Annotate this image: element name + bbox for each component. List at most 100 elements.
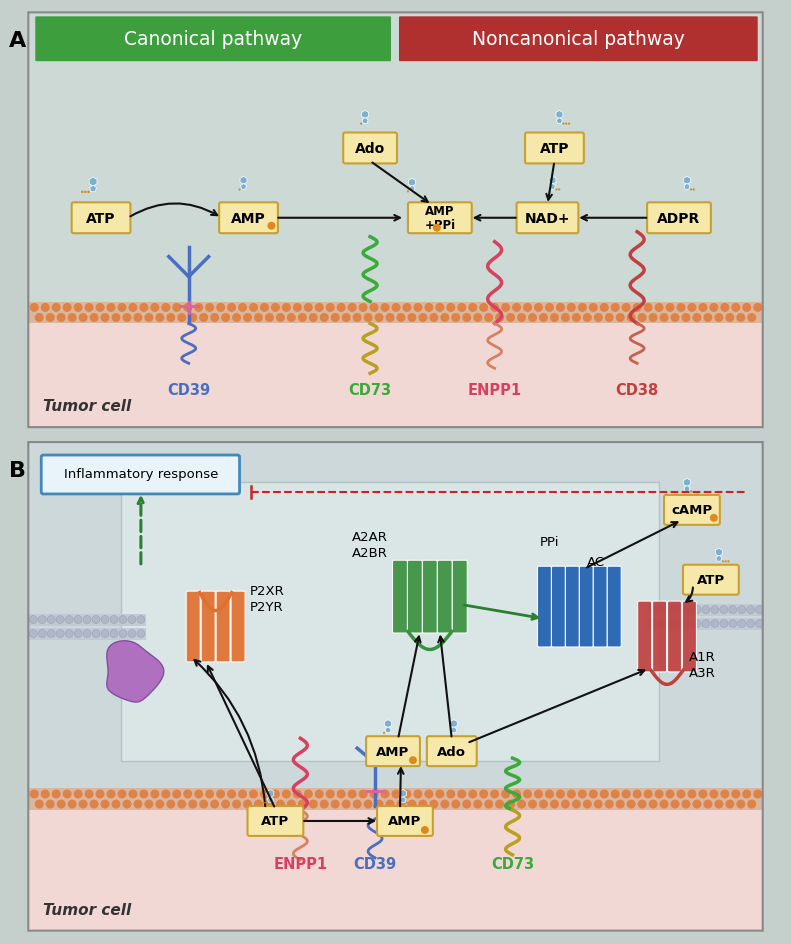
- Circle shape: [572, 313, 581, 323]
- Circle shape: [732, 790, 740, 799]
- Circle shape: [145, 313, 153, 323]
- Circle shape: [611, 790, 619, 799]
- Polygon shape: [550, 184, 555, 190]
- Circle shape: [484, 313, 493, 323]
- Circle shape: [671, 313, 679, 323]
- Circle shape: [56, 630, 64, 638]
- Circle shape: [567, 790, 576, 799]
- Circle shape: [331, 313, 339, 323]
- Circle shape: [119, 615, 127, 624]
- Circle shape: [210, 313, 219, 323]
- Text: ATP: ATP: [261, 815, 290, 828]
- Circle shape: [101, 615, 109, 624]
- Circle shape: [29, 630, 37, 638]
- Circle shape: [473, 313, 483, 323]
- Circle shape: [523, 790, 532, 799]
- Circle shape: [221, 313, 230, 323]
- Circle shape: [441, 800, 449, 809]
- Circle shape: [134, 313, 142, 323]
- Circle shape: [74, 790, 82, 799]
- Circle shape: [633, 790, 642, 799]
- Circle shape: [320, 800, 329, 809]
- Circle shape: [714, 313, 723, 323]
- FancyBboxPatch shape: [216, 592, 230, 663]
- Circle shape: [561, 800, 570, 809]
- Circle shape: [409, 756, 417, 765]
- Circle shape: [714, 800, 723, 809]
- Circle shape: [128, 790, 138, 799]
- Polygon shape: [684, 184, 690, 190]
- Circle shape: [47, 615, 55, 624]
- Circle shape: [407, 800, 416, 809]
- Circle shape: [96, 790, 104, 799]
- Circle shape: [555, 189, 558, 192]
- FancyBboxPatch shape: [366, 736, 420, 767]
- Circle shape: [675, 620, 683, 628]
- Circle shape: [703, 800, 713, 809]
- Circle shape: [403, 790, 411, 799]
- FancyBboxPatch shape: [343, 133, 397, 164]
- FancyBboxPatch shape: [377, 806, 433, 836]
- Circle shape: [30, 790, 39, 799]
- Circle shape: [184, 304, 192, 312]
- Polygon shape: [556, 111, 563, 119]
- Circle shape: [81, 192, 84, 194]
- Text: AC: AC: [588, 556, 605, 568]
- Text: ATP: ATP: [697, 574, 725, 586]
- Circle shape: [101, 630, 109, 638]
- Circle shape: [65, 630, 73, 638]
- Text: B: B: [9, 461, 26, 480]
- Circle shape: [738, 606, 746, 614]
- Polygon shape: [240, 177, 247, 185]
- Text: A2AR
A2BR: A2AR A2BR: [352, 531, 388, 560]
- Text: CD39: CD39: [354, 856, 396, 871]
- Circle shape: [572, 800, 581, 809]
- FancyBboxPatch shape: [437, 561, 452, 633]
- Circle shape: [433, 225, 441, 232]
- Circle shape: [690, 491, 692, 493]
- Text: AMP: AMP: [231, 211, 266, 226]
- Polygon shape: [107, 641, 164, 702]
- Circle shape: [660, 800, 668, 809]
- Circle shape: [304, 304, 312, 312]
- Circle shape: [195, 304, 203, 312]
- Text: cAMP: cAMP: [672, 504, 713, 516]
- Circle shape: [644, 790, 653, 799]
- Circle shape: [539, 800, 548, 809]
- Circle shape: [655, 790, 664, 799]
- FancyBboxPatch shape: [551, 566, 566, 648]
- Circle shape: [660, 313, 668, 323]
- Circle shape: [315, 304, 324, 312]
- Circle shape: [649, 313, 657, 323]
- Circle shape: [188, 313, 197, 323]
- Text: CD73: CD73: [349, 383, 392, 397]
- Circle shape: [260, 790, 269, 799]
- Circle shape: [418, 800, 427, 809]
- Polygon shape: [683, 479, 691, 487]
- Circle shape: [320, 313, 329, 323]
- Circle shape: [711, 606, 719, 614]
- Text: A: A: [9, 31, 27, 51]
- Circle shape: [528, 800, 537, 809]
- Circle shape: [626, 800, 636, 809]
- Circle shape: [468, 790, 477, 799]
- Circle shape: [703, 313, 713, 323]
- Circle shape: [184, 790, 192, 799]
- Circle shape: [383, 732, 385, 734]
- Circle shape: [128, 630, 136, 638]
- Circle shape: [216, 790, 225, 799]
- FancyBboxPatch shape: [647, 203, 711, 234]
- Circle shape: [692, 313, 702, 323]
- Text: CD39: CD39: [167, 383, 210, 397]
- Circle shape: [128, 304, 138, 312]
- Circle shape: [565, 124, 567, 126]
- Circle shape: [161, 304, 170, 312]
- Circle shape: [369, 304, 379, 312]
- Polygon shape: [556, 119, 562, 125]
- Circle shape: [265, 801, 267, 804]
- Circle shape: [87, 192, 90, 194]
- Circle shape: [649, 800, 657, 809]
- Circle shape: [83, 630, 91, 638]
- Circle shape: [342, 800, 350, 809]
- Circle shape: [199, 800, 208, 809]
